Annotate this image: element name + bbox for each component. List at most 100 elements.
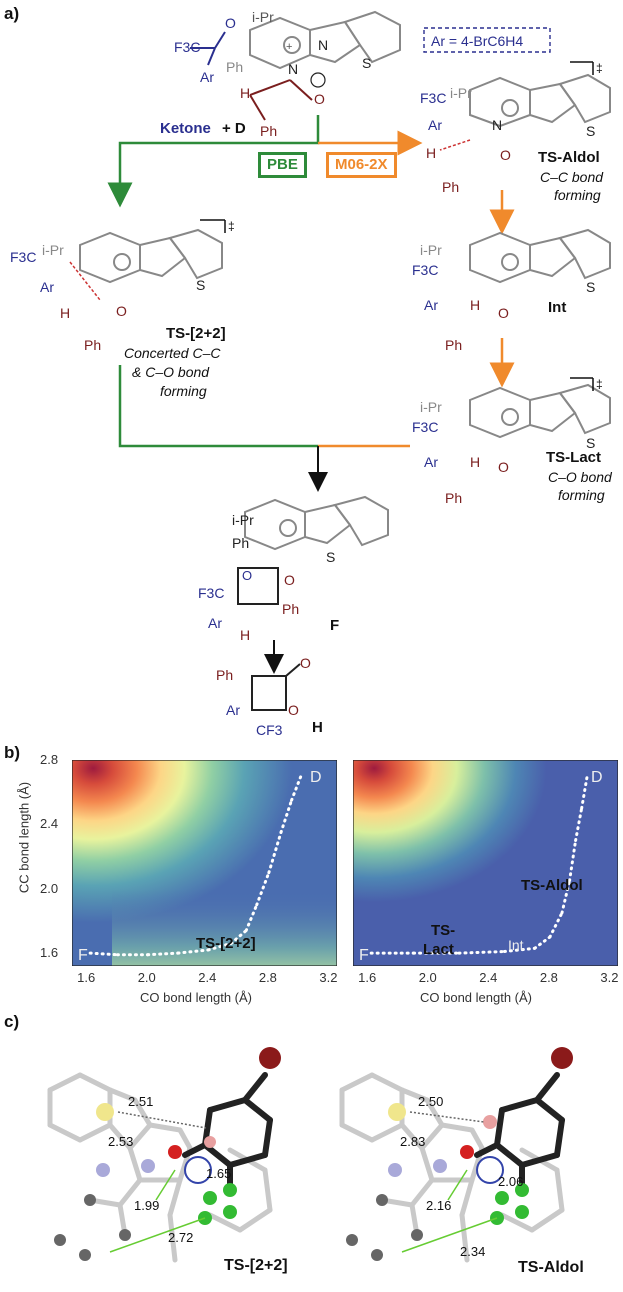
svg-text:Ph: Ph xyxy=(260,123,277,139)
svg-text:i-Pr: i-Pr xyxy=(450,85,472,101)
ts22-distance-5: 2.72 xyxy=(168,1230,193,1245)
path-segment xyxy=(502,946,537,954)
svg-text:i-Pr: i-Pr xyxy=(420,399,442,415)
x-tick-left-2: 2.4 xyxy=(198,970,217,985)
svg-text:Ph: Ph xyxy=(445,490,462,506)
surface-right-end-label: F xyxy=(359,947,369,964)
ts22-distance-1: 2.51 xyxy=(128,1094,153,1109)
method-badge-pbe: PBE xyxy=(258,152,307,178)
svg-text:H: H xyxy=(426,145,436,161)
path-segment xyxy=(176,948,210,955)
ts-22-desc3: forming xyxy=(160,383,207,399)
svg-text:H: H xyxy=(470,297,480,313)
svg-text:Ph: Ph xyxy=(216,667,233,683)
surface-right-start-label: D xyxy=(591,769,603,786)
x-tick-right-2: 2.4 xyxy=(479,970,498,985)
svg-text:O: O xyxy=(116,303,127,319)
surface-left-end-label: F xyxy=(78,947,88,964)
tsaldol-distance-2: 2.83 xyxy=(400,1134,425,1149)
tsaldol-distance-5: 2.34 xyxy=(460,1244,485,1259)
svg-text:S: S xyxy=(196,277,205,293)
svg-text:F3C: F3C xyxy=(198,585,224,601)
surface-right: D F TS-Aldol TS- Lact Int xyxy=(353,760,618,966)
path-segment xyxy=(146,951,180,957)
path-segment xyxy=(229,929,248,945)
path-segment xyxy=(580,771,590,810)
x-axis-title-left: CO bond length (Å) xyxy=(140,990,253,1005)
path-segment xyxy=(206,941,233,952)
svg-text:N: N xyxy=(318,37,328,53)
ts-lact-desc2: forming xyxy=(558,487,605,503)
svg-text:F3C: F3C xyxy=(412,262,438,278)
svg-text:O: O xyxy=(300,655,311,671)
svg-text:Ar: Ar xyxy=(424,297,438,313)
ts-lact-structure xyxy=(469,383,611,439)
surface-left-start-label: D xyxy=(310,769,322,786)
path-segment xyxy=(255,871,271,907)
svg-text:O: O xyxy=(288,702,299,718)
reaction-path-right xyxy=(369,771,590,955)
ts-22-dagger: ‡ xyxy=(228,219,235,233)
svg-text:H: H xyxy=(240,627,250,643)
ts22-distance-2: 2.53 xyxy=(108,1134,133,1149)
svg-text:S: S xyxy=(586,435,595,451)
svg-text:O: O xyxy=(314,91,325,107)
product-f-label: F xyxy=(330,617,339,634)
svg-text:H: H xyxy=(60,305,70,321)
path-segment xyxy=(560,879,572,915)
svg-text:O: O xyxy=(500,147,511,163)
ts22-distance-4: 1.99 xyxy=(134,1198,159,1213)
svg-text:O: O xyxy=(498,305,509,321)
x-tick-right-3: 2.8 xyxy=(539,970,558,985)
path-segment xyxy=(244,903,259,933)
ts-aldol-desc1: C–C bond xyxy=(540,169,604,185)
int-name: Int xyxy=(548,299,566,316)
reaction-path-left xyxy=(88,771,304,957)
svg-text:O: O xyxy=(498,459,509,475)
svg-text:Ar: Ar xyxy=(226,702,240,718)
svg-text:Ph: Ph xyxy=(232,535,249,551)
svg-text:O: O xyxy=(225,15,236,31)
surface-right-int-label: Int xyxy=(508,937,524,953)
y-tick-2: 2.0 xyxy=(40,880,59,896)
svg-text:Ph: Ph xyxy=(442,179,459,195)
path-segment xyxy=(279,798,294,834)
svg-text:Ar: Ar xyxy=(428,117,442,133)
panel-label-a: a) xyxy=(4,4,20,23)
svg-text:Ar: Ar xyxy=(40,279,54,295)
svg-text:H: H xyxy=(240,85,250,101)
surface-right-ts-aldol-label: TS-Aldol xyxy=(521,877,583,894)
svg-text:+: + xyxy=(286,41,292,53)
ts22-distance-3: 1.65 xyxy=(206,1166,231,1181)
ar-definition: Ar = 4-BrC6H4 xyxy=(431,33,523,49)
svg-text:Ar: Ar xyxy=(208,615,222,631)
ts-lact-dagger: ‡ xyxy=(596,377,603,391)
path-segment xyxy=(267,830,283,875)
ketone-structure xyxy=(190,31,226,66)
enolate-d xyxy=(249,79,313,121)
svg-text:Ph: Ph xyxy=(282,601,299,617)
svg-text:Ph: Ph xyxy=(84,337,101,353)
svg-text:F3C: F3C xyxy=(420,90,446,106)
svg-text:Ph: Ph xyxy=(445,337,462,353)
path-segment xyxy=(574,806,584,842)
tsaldol-distance-1: 2.50 xyxy=(418,1094,443,1109)
svg-text:F3C: F3C xyxy=(174,39,200,55)
path-segment xyxy=(88,951,119,957)
product-h-label: H xyxy=(312,719,323,736)
svg-text:S: S xyxy=(326,549,335,565)
ts-22-desc1: Concerted C–C xyxy=(124,345,221,361)
ts-22-name: TS-[2+2] xyxy=(166,325,226,342)
tsaldol-distance-3: 2.06 xyxy=(498,1174,523,1189)
x-tick-left-1: 2.0 xyxy=(137,970,156,985)
svg-text:i-Pr: i-Pr xyxy=(420,242,442,258)
ts-aldol-dagger: ‡ xyxy=(596,61,603,75)
svg-text:S: S xyxy=(362,55,371,71)
svg-text:i-Pr: i-Pr xyxy=(42,242,64,258)
structure-tsaldol-3d: 2.50 2.83 2.06 2.16 2.34 TS-Aldol xyxy=(339,1047,584,1276)
svg-text:N: N xyxy=(288,61,298,77)
ts-lact-desc1: C–O bond xyxy=(548,469,613,485)
ts-aldol-structure xyxy=(469,73,611,128)
panel-label-c: c) xyxy=(4,1012,20,1031)
surface-left: D F TS-[2+2] xyxy=(72,760,337,966)
